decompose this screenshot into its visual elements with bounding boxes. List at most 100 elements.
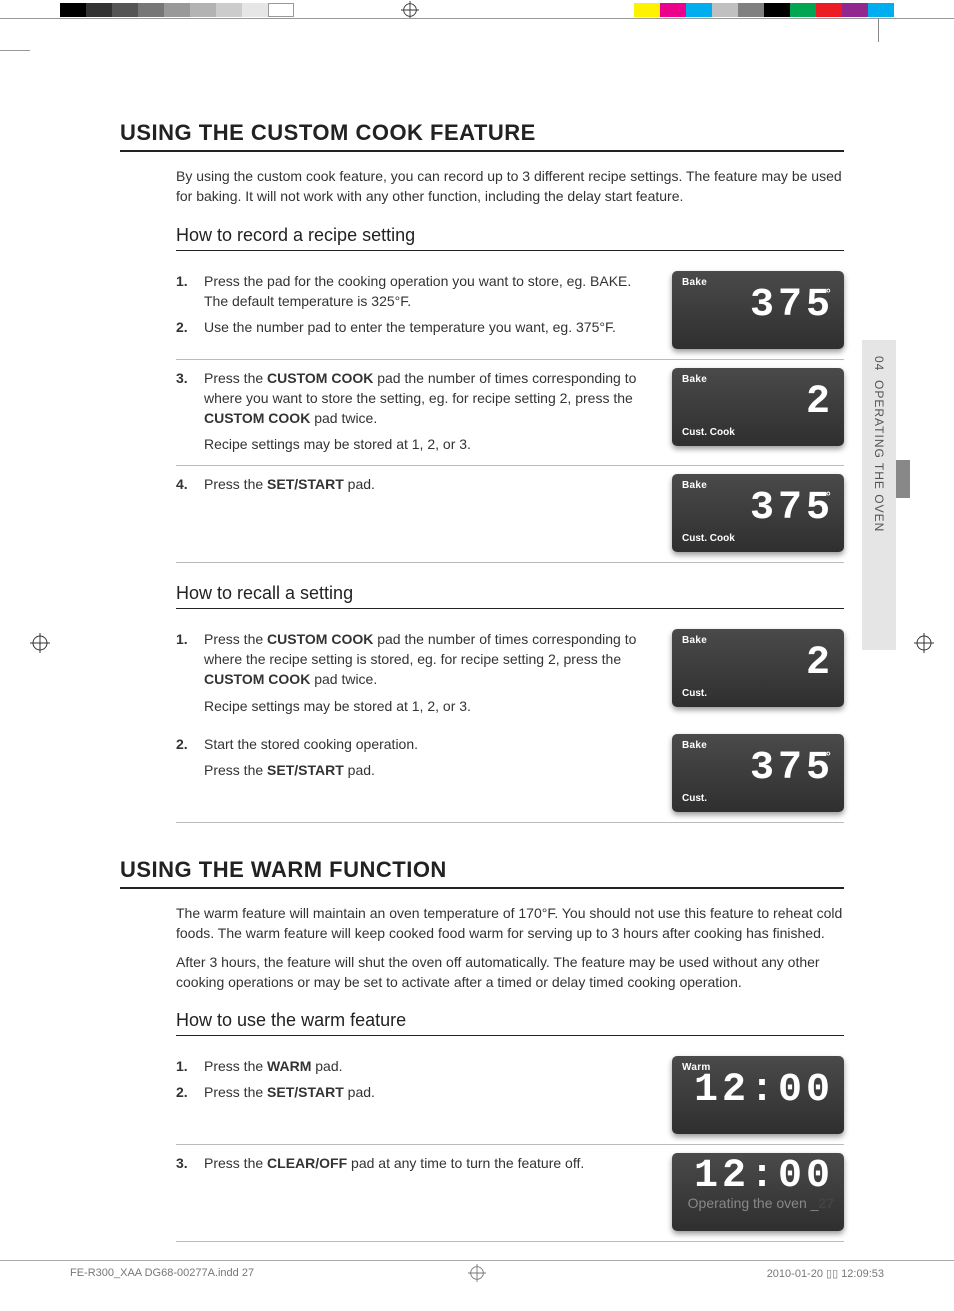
section-intro-custom-cook: By using the custom cook feature, you ca… [176,166,844,207]
step-body: Press the pad for the cooking operation … [204,271,658,312]
footer-label: Operating the oven _ [688,1195,819,1211]
swatch [242,3,268,17]
swatch [686,3,712,17]
step-text: 1Press the pad for the cooking operation… [176,271,658,344]
subheading-use-warm: How to use the warm feature [176,1010,844,1036]
step-group: 4Press the SET/START pad.Bake375°Cust. C… [176,466,844,563]
swatch [764,3,790,17]
steps-warm: 1 Press the WARM pad. 2Press the SET/START… [176,1048,844,1242]
section-intro-warm-1: The warm feature will maintain an oven t… [176,903,844,944]
print-file-info: FE-R300_XAA DG68-00277A.indd 27 [70,1267,254,1280]
registration-mark-top [401,1,419,19]
oven-display: Warm12:00 [672,1056,844,1134]
oven-display: Bake375°Cust. Cook [672,474,844,552]
printer-rule-top [0,18,954,19]
display-bottom-label: Cust. Cook [682,533,834,544]
steps-recall: 1Press the CUSTOM COOK pad the number of… [176,621,844,823]
display-value: 375° [682,286,834,326]
step-number: 3 [176,1153,194,1173]
swatch [790,3,816,17]
display-bottom-label: Cust. Cook [682,427,834,438]
oven-display: Bake375°Cust. [672,734,844,812]
footer-page-number: 27 [818,1195,834,1211]
step-number: 2 [176,317,194,337]
swatch [216,3,242,17]
page-content: USING THE CUSTOM COOK FEATURE By using t… [0,20,954,1302]
section-heading-warm: USING THE WARM FUNCTION [120,857,844,889]
step-number: 4 [176,474,194,494]
display-value: 375° [682,749,834,789]
step-item: 4Press the SET/START pad. [176,474,658,494]
display-bottom-label: Cust. [682,688,834,699]
print-info-bar: FE-R300_XAA DG68-00277A.indd 27 2010-01-… [0,1260,954,1280]
swatch [164,3,190,17]
step-body: Press the CLEAR/OFF pad at any time to t… [204,1153,658,1173]
step-group: 1 Press the WARM pad. 2Press the SET/START… [176,1048,844,1145]
degree-symbol: ° [825,491,836,503]
step-number: 1 [176,271,194,312]
step-text: 3Press the CUSTOM COOK pad the number of… [176,368,658,455]
step-number: 2 [176,1082,194,1102]
display-value: 12:00 [682,1157,834,1197]
swatch [660,3,686,17]
degree-symbol: ° [825,288,836,300]
step-group: 2Start the stored cooking operation.Pres… [176,726,844,823]
step-group: 1Press the pad for the cooking operation… [176,263,844,360]
print-timestamp: 2010-01-20 ▯▯ 12:09:53 [767,1267,884,1280]
step-item: 3Press the CUSTOM COOK pad the number of… [176,368,658,429]
oven-display: Bake2Cust. Cook [672,368,844,446]
step-text: 2Start the stored cooking operation.Pres… [176,734,658,781]
degree-symbol: ° [825,751,836,763]
section-heading-custom-cook: USING THE CUSTOM COOK FEATURE [120,120,844,152]
step-body: Press the WARM pad. [204,1056,658,1076]
step-text: 4Press the SET/START pad. [176,474,658,500]
display-value: 2 [682,644,834,684]
swatch [738,3,764,17]
display-value: 2 [682,383,834,423]
step-item: 2 Start the stored cooking operation. [176,734,658,754]
oven-display: Bake2Cust. [672,629,844,707]
step-text: 1Press the CUSTOM COOK pad the number of… [176,629,658,716]
page-footer: Operating the oven _27 [688,1195,834,1211]
oven-display: 12:00 [672,1153,844,1231]
step-body: Start the stored cooking operation. [204,734,658,754]
step-group: 1Press the CUSTOM COOK pad the number of… [176,621,844,726]
subheading-recall: How to recall a setting [176,583,844,609]
swatch [190,3,216,17]
step-supplement: Recipe settings may be stored at 1, 2, o… [204,696,658,716]
display-bottom-label: Cust. [682,793,834,804]
step-body: Press the CUSTOM COOK pad the number of … [204,368,658,429]
step-body: Press the CUSTOM COOK pad the number of … [204,629,658,690]
registration-mark-bottom [468,1264,486,1285]
step-supplement: Recipe settings may be stored at 1, 2, o… [204,434,658,454]
step-number: 2 [176,734,194,754]
swatches-right [634,3,894,17]
steps-record: 1Press the pad for the cooking operation… [176,263,844,563]
step-number: 1 [176,629,194,690]
step-body: Use the number pad to enter the temperat… [204,317,658,337]
swatch [112,3,138,17]
swatch [712,3,738,17]
swatches-left [60,3,294,17]
printer-marks-top [0,0,954,20]
step-text: 1 Press the WARM pad. 2Press the SET/START… [176,1056,658,1109]
swatch [868,3,894,17]
swatch [138,3,164,17]
step-number: 3 [176,368,194,429]
display-value: 375° [682,489,834,529]
step-item: 1Press the CUSTOM COOK pad the number of… [176,629,658,690]
swatch [842,3,868,17]
display-value: 12:00 [682,1071,834,1111]
step-item: 2Press the SET/START pad. [176,1082,658,1102]
step-group: 3 Press the CLEAR/OFF pad at any time to … [176,1145,844,1242]
step-item: 3 Press the CLEAR/OFF pad at any time to … [176,1153,658,1173]
step-item: 1Press the pad for the cooking operation… [176,271,658,312]
step-item: 1 Press the WARM pad. [176,1056,658,1076]
section-intro-warm-2: After 3 hours, the feature will shut the… [176,952,844,993]
subheading-record: How to record a recipe setting [176,225,844,251]
swatch [816,3,842,17]
step-number: 1 [176,1056,194,1076]
step-item: 2 Use the number pad to enter the tempera… [176,317,658,337]
step-text: 3 Press the CLEAR/OFF pad at any time to … [176,1153,658,1179]
swatch [268,3,294,17]
